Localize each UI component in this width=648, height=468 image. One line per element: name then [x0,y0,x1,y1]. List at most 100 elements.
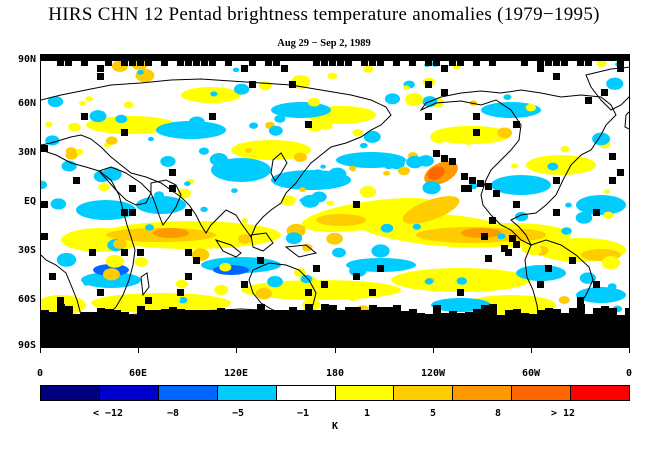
missing-data-cell [185,249,192,256]
missing-data-cell [521,313,529,319]
anomaly-patch [123,101,134,109]
anomaly-patch [293,152,307,162]
anomaly-patch [326,232,343,245]
missing-data-cell [329,61,336,66]
missing-data-cell [321,61,328,66]
missing-data-cell [545,308,553,319]
missing-data-cell [353,273,360,280]
missing-data-cell [129,185,136,192]
missing-data-cell [41,55,629,61]
missing-data-cell [401,311,409,319]
anomaly-patch [156,121,226,139]
missing-data-cell [313,265,320,272]
anomaly-patch [526,244,542,256]
missing-data-cell [617,315,625,319]
anomaly-patch [511,163,518,169]
anomaly-patch [255,287,272,300]
colorbar-label: 5 [429,408,437,419]
coastline-north-america [419,89,617,247]
anomaly-patch [65,147,77,155]
missing-data-cell [361,61,368,66]
missing-data-cell [505,310,513,319]
anomaly-patch [365,202,373,208]
anomaly-patch [198,147,209,155]
missing-data-cell [617,169,624,176]
anomaly-patch [98,183,110,192]
x-tick [236,348,237,353]
anomaly-patch [525,103,537,112]
anomaly-patch [113,239,127,249]
missing-data-cell [593,209,600,216]
colorbar-swatch [453,386,513,400]
lon-label-180: 180 [325,368,345,379]
colorbar-label: −5 [231,408,245,419]
coastline-eurasia [41,78,392,239]
missing-data-cell [477,180,484,187]
missing-data-cell [585,314,593,319]
missing-data-cell [561,61,568,66]
anomaly-patch [115,114,128,124]
missing-data-cell [457,313,465,319]
missing-data-cell [497,315,505,319]
missing-data-cell [457,289,464,296]
anomaly-patch [274,114,286,123]
coastline-india [150,179,182,227]
anomaly-patch [371,244,390,258]
anomaly-patch [575,211,593,224]
missing-data-cell [481,305,489,319]
anomaly-patch [561,227,572,235]
missing-data-cell [529,314,537,319]
lat-label-eq: EQ [23,196,36,207]
anomaly-patch [327,72,338,80]
missing-data-cell [425,61,432,66]
missing-data-cell [473,61,480,66]
lon-label-120e: 120E [223,368,249,379]
anomaly-patch [232,67,240,73]
missing-data-cell [41,310,49,319]
anomaly-field-layer [41,57,626,341]
anomaly-patch [547,162,559,171]
missing-data-cell [41,201,48,208]
x-tick [138,348,139,353]
colorbar-swatch [158,386,218,400]
map-title: HIRS CHN 12 Pentad brightness temperatur… [48,4,600,25]
missing-data-cell [273,61,280,66]
missing-data-cell [97,73,104,80]
missing-data-cell [289,81,296,88]
missing-data-cell [433,305,441,319]
anomaly-patch [349,296,356,302]
missing-data-cell [113,310,121,319]
missing-data-cell [609,153,616,160]
anomaly-patch [105,254,124,268]
anomaly-patch [383,170,391,176]
missing-data-cell [537,61,544,66]
anomaly-patch [352,129,363,137]
anomaly-patch [412,223,421,230]
anomaly-patch [83,280,90,286]
missing-data-cell [97,308,105,319]
anomaly-patch [47,96,64,108]
missing-data-cell [97,289,104,296]
anomaly-patch [422,181,441,195]
anomaly-patch [245,148,252,153]
anomaly-patch [565,202,572,208]
anomaly-patch [293,268,306,277]
missing-data-cell [353,201,360,208]
missing-data-cell [609,308,617,319]
x-tick [433,348,434,353]
missing-data-cell [465,185,472,192]
anomaly-patch [169,295,181,303]
missing-data-cell [593,308,601,319]
missing-data-cell [513,309,521,319]
missing-data-cell [193,61,200,66]
coastline-uk [624,111,629,130]
missing-data-cell [185,209,192,216]
anomaly-patch [268,125,283,136]
missing-data-cell [409,61,416,66]
anomaly-patch [430,130,448,143]
lat-label-30s: 30S [17,245,36,256]
anomaly-patch [241,218,249,224]
anomaly-patch [531,297,543,306]
coastline-new-guinea [284,244,318,258]
missing-data-cell [553,73,560,80]
